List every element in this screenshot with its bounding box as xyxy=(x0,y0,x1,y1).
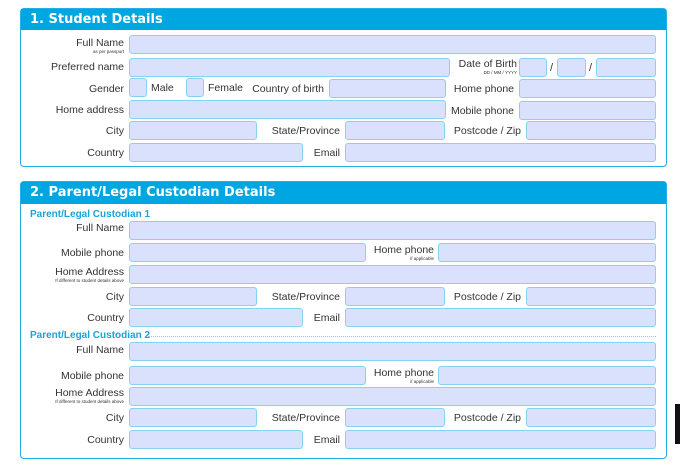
student-state-label: State/Province xyxy=(271,125,340,137)
student-city-label: City xyxy=(105,125,124,137)
custodian-2-full-name-label: Full Name xyxy=(76,344,124,356)
custodian-1-mobile-phone-field[interactable] xyxy=(129,243,366,262)
custodian-2-mobile-phone-label: Mobile phone xyxy=(60,370,124,382)
student-dob-sub: DD / MM / YYYY xyxy=(483,70,517,75)
student-female-label: Female xyxy=(208,82,244,94)
custodian-1-country-label: Country xyxy=(87,312,124,324)
student-full-name-sub: as per passport xyxy=(92,49,124,54)
custodian-2-home-phone-sub: if applicable xyxy=(410,379,434,384)
custodian-2-postcode-field[interactable] xyxy=(526,408,656,427)
custodian-1-home-address-sub: If different to student details above xyxy=(55,278,124,283)
student-male-checkbox[interactable] xyxy=(129,78,147,97)
custodian-2-home-phone-field[interactable] xyxy=(438,366,656,385)
student-home-phone-field[interactable] xyxy=(519,79,656,98)
custodian-1-country-field[interactable] xyxy=(129,308,303,327)
custodian-1-city-label: City xyxy=(105,291,124,303)
custodian-2-home-address-label: Home Address xyxy=(55,387,124,399)
custodian-2-state-field[interactable] xyxy=(345,408,445,427)
custodian-2-home-address-field[interactable] xyxy=(129,387,656,406)
custodian-2-heading: Parent/Legal Custodian 2 xyxy=(30,330,151,341)
student-country-field[interactable] xyxy=(129,143,303,162)
custodian-2-city-label: City xyxy=(105,412,124,424)
student-preferred-name-label: Preferred name xyxy=(51,61,124,73)
student-email-label: Email xyxy=(313,147,340,159)
student-dob-sep-1: / xyxy=(550,62,554,74)
student-female-checkbox[interactable] xyxy=(186,78,204,97)
student-dob-year-field[interactable] xyxy=(596,58,656,77)
student-postcode-field[interactable] xyxy=(526,121,656,140)
custodian-1-city-field[interactable] xyxy=(129,287,257,306)
student-preferred-name-field[interactable] xyxy=(129,58,450,77)
student-mobile-phone-label: Mobile phone xyxy=(450,105,514,117)
student-postcode-label: Postcode / Zip xyxy=(453,125,521,137)
student-mobile-phone-field[interactable] xyxy=(519,101,656,120)
custodian-1-home-phone-label: Home phone xyxy=(373,244,434,256)
custodian-1-home-address-field[interactable] xyxy=(129,265,656,284)
student-home-phone-label: Home phone xyxy=(453,83,514,95)
student-gender-label: Gender xyxy=(88,83,124,95)
student-dob-label: Date of Birth xyxy=(458,58,517,70)
custodian-1-postcode-field[interactable] xyxy=(526,287,656,306)
custodian-2-email-field[interactable] xyxy=(345,430,656,449)
student-dob-day-field[interactable] xyxy=(519,58,547,77)
custodian-1-full-name-field[interactable] xyxy=(129,221,656,240)
page-edge-marker xyxy=(675,404,680,444)
custodian-2-home-address-sub: If different to student details above xyxy=(55,399,124,404)
student-dob-sep-2: / xyxy=(589,62,593,74)
student-dob-month-field[interactable] xyxy=(557,58,586,77)
custodian-2-full-name-field[interactable] xyxy=(129,342,656,361)
custodian-1-home-phone-sub: if applicable xyxy=(410,256,434,261)
parent-details-title: 2. Parent/Legal Custodian Details xyxy=(21,182,666,204)
custodian-1-full-name-label: Full Name xyxy=(76,222,124,234)
custodian-1-email-label: Email xyxy=(313,312,340,324)
custodian-2-postcode-label: Postcode / Zip xyxy=(453,412,521,424)
custodian-2-email-label: Email xyxy=(313,434,340,446)
custodian-1-home-address-label: Home Address xyxy=(55,266,124,278)
custodian-1-heading: Parent/Legal Custodian 1 xyxy=(30,209,151,220)
custodian-1-state-label: State/Province xyxy=(271,291,340,303)
student-full-name-label: Full Name xyxy=(76,37,124,49)
student-email-field[interactable] xyxy=(345,143,656,162)
custodian-2-mobile-phone-field[interactable] xyxy=(129,366,366,385)
custodian-1-postcode-label: Postcode / Zip xyxy=(453,291,521,303)
student-state-field[interactable] xyxy=(345,121,445,140)
custodian-2-city-field[interactable] xyxy=(129,408,257,427)
student-country-of-birth-label: Country of birth xyxy=(252,83,324,95)
custodian-1-email-field[interactable] xyxy=(345,308,656,327)
custodian-1-state-field[interactable] xyxy=(345,287,445,306)
student-country-of-birth-field[interactable] xyxy=(329,79,446,98)
custodian-2-divider xyxy=(148,336,656,337)
student-male-label: Male xyxy=(151,82,174,94)
custodian-1-mobile-phone-label: Mobile phone xyxy=(60,247,124,259)
custodian-2-country-field[interactable] xyxy=(129,430,303,449)
custodian-2-country-label: Country xyxy=(87,434,124,446)
student-home-address-label: Home address xyxy=(55,104,124,116)
custodian-2-state-label: State/Province xyxy=(271,412,340,424)
student-full-name-field[interactable] xyxy=(129,35,656,54)
student-country-label: Country xyxy=(87,147,124,159)
student-home-address-field[interactable] xyxy=(129,100,446,119)
student-details-title: 1. Student Details xyxy=(21,9,666,30)
student-city-field[interactable] xyxy=(129,121,257,140)
custodian-1-home-phone-field[interactable] xyxy=(438,243,656,262)
custodian-2-home-phone-label: Home phone xyxy=(373,367,434,379)
